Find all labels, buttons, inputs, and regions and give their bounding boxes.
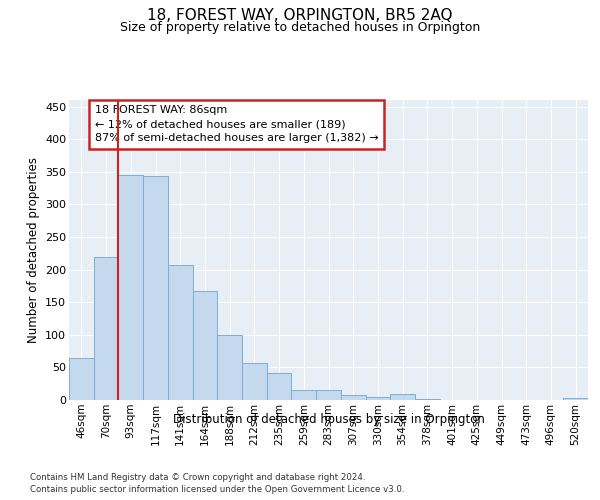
Bar — [316, 390, 341, 400]
Text: Contains public sector information licensed under the Open Government Licence v3: Contains public sector information licen… — [30, 485, 404, 494]
Text: Size of property relative to detached houses in Orpington: Size of property relative to detached ho… — [120, 21, 480, 34]
Text: 18 FOREST WAY: 86sqm
← 12% of detached houses are smaller (189)
87% of semi-deta: 18 FOREST WAY: 86sqm ← 12% of detached h… — [95, 105, 379, 143]
Bar — [143, 176, 168, 400]
Text: Contains HM Land Registry data © Crown copyright and database right 2024.: Contains HM Land Registry data © Crown c… — [30, 472, 365, 482]
Bar — [168, 265, 193, 400]
Bar — [69, 358, 94, 400]
Y-axis label: Number of detached properties: Number of detached properties — [26, 157, 40, 343]
Bar — [217, 336, 242, 400]
Bar — [365, 396, 390, 400]
Bar — [267, 372, 292, 400]
Bar — [193, 291, 217, 400]
Bar — [242, 363, 267, 400]
Text: 18, FOREST WAY, ORPINGTON, BR5 2AQ: 18, FOREST WAY, ORPINGTON, BR5 2AQ — [147, 8, 453, 22]
Bar — [118, 175, 143, 400]
Bar — [292, 390, 316, 400]
Bar — [94, 256, 118, 400]
Text: Distribution of detached houses by size in Orpington: Distribution of detached houses by size … — [173, 412, 485, 426]
Bar — [563, 398, 588, 400]
Bar — [390, 394, 415, 400]
Bar — [341, 396, 365, 400]
